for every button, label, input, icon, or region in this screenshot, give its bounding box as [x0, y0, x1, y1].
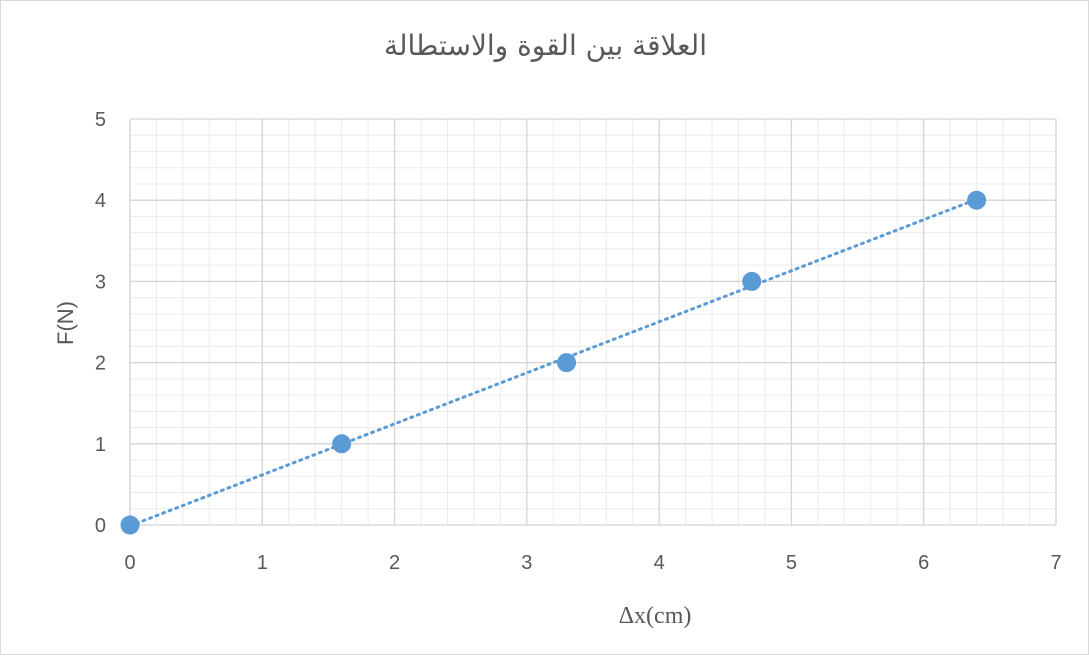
x-tick-label: 0 — [124, 552, 135, 574]
y-tick-label: 1 — [95, 434, 106, 456]
major-grid — [129, 118, 1057, 526]
data-point — [120, 515, 140, 535]
y-tick-label: 3 — [95, 271, 106, 293]
x-tick-label: 3 — [521, 552, 532, 574]
x-tick-label: 6 — [918, 552, 929, 574]
data-point — [967, 190, 987, 210]
x-tick-label: 7 — [1050, 552, 1061, 574]
data-points — [120, 190, 987, 535]
chart-title: العلاقة بين القوة والاستطالة — [383, 29, 707, 62]
x-axis-title: Δx(cm) — [619, 603, 692, 629]
y-tick-label: 4 — [95, 190, 106, 212]
y-tick-label: 0 — [95, 515, 106, 537]
trendline-group — [128, 197, 979, 528]
y-tick-label: 5 — [95, 109, 106, 131]
trendline — [128, 197, 979, 528]
x-tick-label: 5 — [786, 552, 797, 574]
minor-grid — [130, 119, 1056, 525]
x-tick-label: 2 — [389, 552, 400, 574]
y-tick-label: 2 — [95, 353, 106, 375]
y-axis-title: F(N) — [53, 301, 78, 345]
data-point — [742, 271, 762, 291]
data-point — [332, 434, 352, 454]
x-tick-label: 4 — [654, 552, 665, 574]
x-tick-labels: 0 1 2 3 4 5 6 7 — [124, 552, 1061, 574]
x-tick-label: 1 — [257, 552, 268, 574]
y-tick-labels: 0 1 2 3 4 5 — [95, 109, 106, 537]
data-point — [557, 353, 577, 373]
